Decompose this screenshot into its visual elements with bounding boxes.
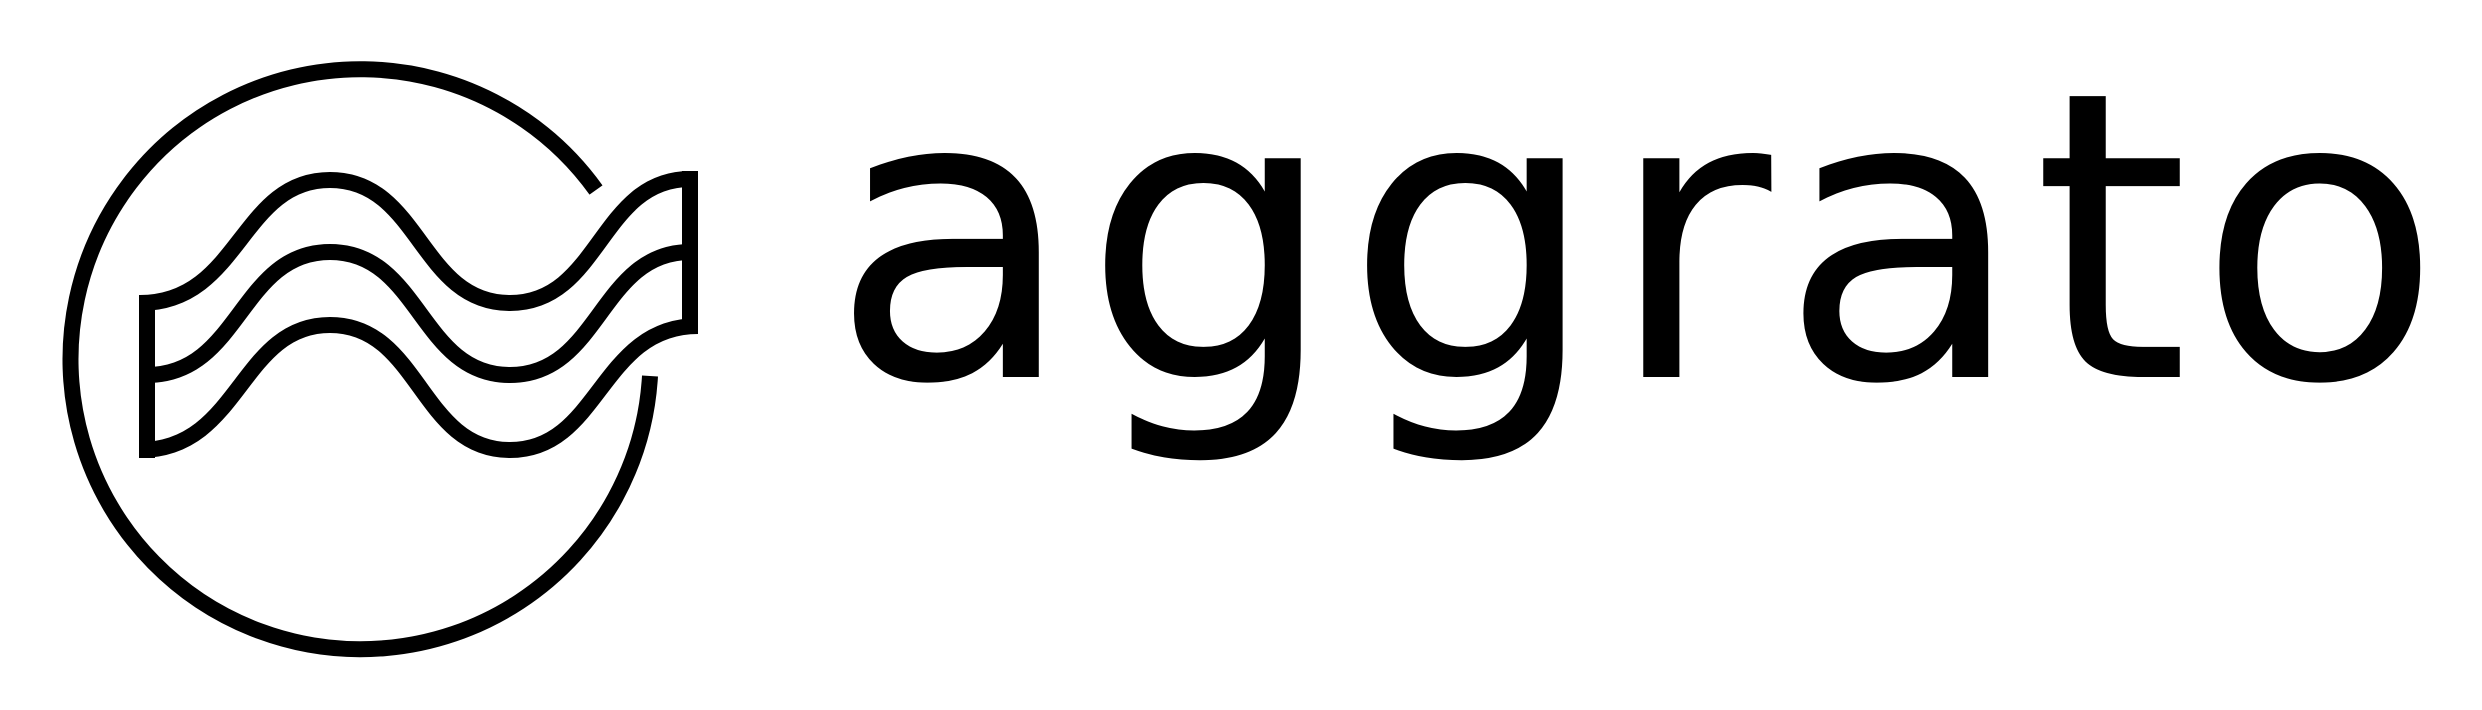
brand-wordmark: aggrator (830, 7, 2482, 472)
emblem-wave-middle (146, 243, 691, 384)
emblem-wave-bottom (139, 316, 699, 459)
emblem-ring (62, 61, 658, 658)
emblem-waves (139, 171, 699, 459)
circle-waves-icon (62, 61, 699, 658)
emblem-wave-top (139, 171, 691, 312)
